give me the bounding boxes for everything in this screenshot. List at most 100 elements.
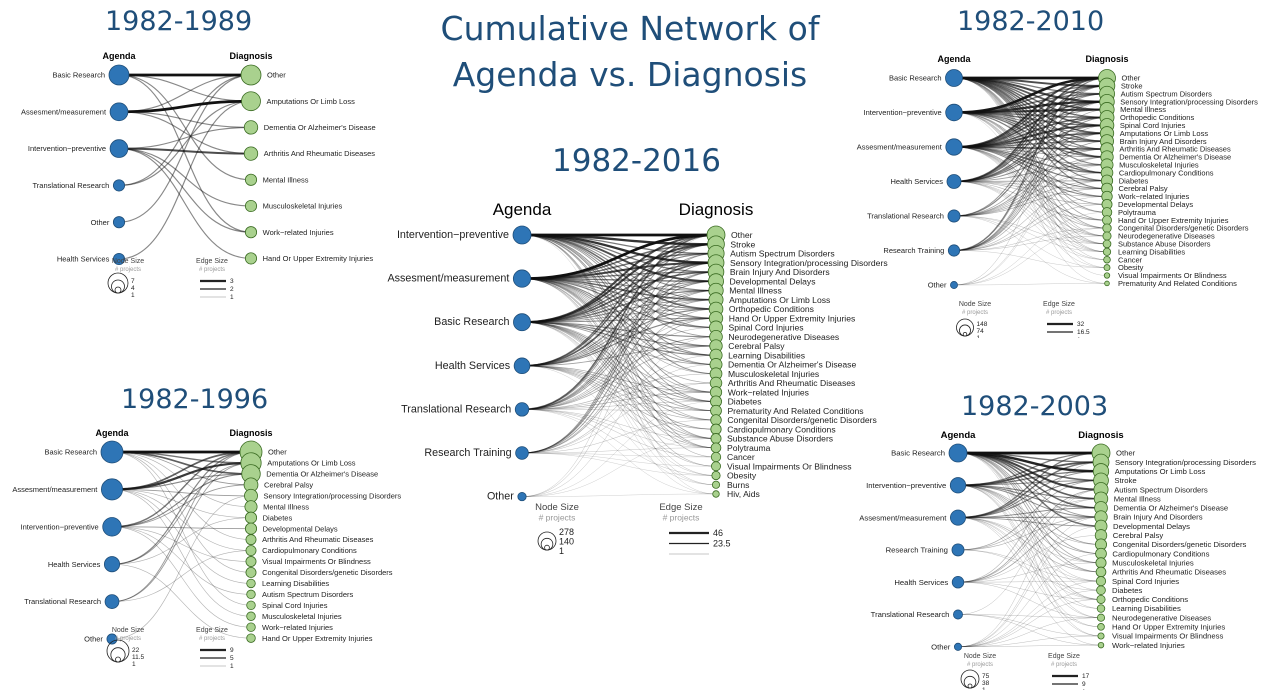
- agenda-node-research-training[interactable]: [951, 543, 965, 557]
- diagnosis-node-obesity[interactable]: [711, 470, 721, 481]
- diagnosis-node-polytrauma[interactable]: [710, 442, 722, 454]
- diagnosis-node-amputations-or-limb-loss[interactable]: [241, 91, 261, 112]
- diagnosis-node-musculoskeletal-injuries[interactable]: [244, 199, 258, 213]
- node-legend-value: 1: [559, 546, 564, 556]
- agenda-node-assesment-measurement[interactable]: [945, 138, 963, 156]
- edge: [953, 109, 1108, 251]
- diagnosis-node-neurodegenerative-diseases[interactable]: [1096, 613, 1106, 622]
- diagnosis-node-congenital-disorders-genetic-disorders[interactable]: [245, 566, 257, 578]
- agenda-node-basic-research[interactable]: [945, 69, 963, 87]
- diagnosis-node-orthopedic-conditions[interactable]: [1096, 594, 1106, 604]
- diagnosis-node-congenital-disorders-genetic-disorders[interactable]: [1102, 223, 1112, 233]
- agenda-node-basic-research[interactable]: [108, 64, 130, 86]
- diagnosis-node-visual-impairments-or-blindness[interactable]: [1097, 632, 1105, 640]
- diagnosis-node-visual-impairments-or-blindness[interactable]: [245, 556, 257, 567]
- diagnosis-node-mental-illness[interactable]: [244, 500, 258, 514]
- agenda-node-other[interactable]: [517, 492, 527, 502]
- diagnosis-node-spinal-cord-injuries[interactable]: [246, 600, 256, 611]
- agenda-node-health-services[interactable]: [946, 174, 962, 189]
- diagnosis-node-other[interactable]: [240, 64, 262, 86]
- agenda-node-translational-research[interactable]: [112, 179, 126, 192]
- diagnosis-node-cardiopulmonary-conditions[interactable]: [245, 545, 257, 557]
- diagnosis-node-hand-or-upper-extremity-injuries[interactable]: [244, 252, 258, 265]
- agenda-node-health-services[interactable]: [103, 556, 121, 573]
- edge: [521, 365, 717, 412]
- diagnosis-node-cardiopulmonary-conditions[interactable]: [710, 423, 722, 435]
- edge: [957, 507, 1102, 519]
- diagnosis-node-learning-disabilities[interactable]: [246, 578, 256, 589]
- agenda-node-intervention-preventive[interactable]: [949, 477, 967, 494]
- diagnosis-node-visual-impairments-or-blindness[interactable]: [711, 461, 721, 472]
- edge: [953, 132, 1108, 251]
- diagnosis-node-musculoskeletal-injuries[interactable]: [246, 611, 256, 621]
- diagnosis-node-arthritis-and-rheumatic-diseases[interactable]: [1095, 566, 1107, 578]
- diagnosis-node-hand-or-upper-extremity-injuries[interactable]: [1102, 215, 1112, 226]
- agenda-node-basic-research[interactable]: [948, 443, 968, 463]
- diagnosis-node-hiv-aids[interactable]: [712, 490, 720, 498]
- diagnosis-label: Hand Or Upper Extremity Injuries: [729, 313, 856, 323]
- agenda-node-assesment-measurement[interactable]: [109, 102, 129, 122]
- diagnosis-node-prematurity-and-related-conditions[interactable]: [1104, 280, 1110, 287]
- agenda-node-translational-research[interactable]: [953, 609, 963, 620]
- agenda-node-health-services[interactable]: [112, 252, 126, 266]
- agenda-node-research-training[interactable]: [947, 244, 961, 257]
- agenda-node-health-services[interactable]: [513, 357, 531, 375]
- agenda-node-assesment-measurement[interactable]: [101, 478, 124, 501]
- edge-legend-title: Edge Size: [659, 502, 702, 513]
- diagnosis-node-obesity[interactable]: [1103, 264, 1111, 272]
- diagnosis-node-substance-abuse-disorders[interactable]: [1102, 239, 1112, 249]
- agenda-node-assesment-measurement[interactable]: [512, 269, 532, 288]
- diagnosis-node-diabetes[interactable]: [244, 511, 258, 524]
- node-legend-title: Node Size: [959, 301, 991, 308]
- agenda-label: Assesment/measurement: [387, 273, 509, 285]
- diagnosis-node-work-related-injuries[interactable]: [1097, 641, 1105, 649]
- agenda-node-intervention-preventive[interactable]: [945, 103, 963, 122]
- agenda-node-assesment-measurement[interactable]: [950, 509, 967, 526]
- diagnosis-node-arthritis-and-rheumatic-diseases[interactable]: [245, 534, 257, 546]
- diagnosis-node-hand-or-upper-extremity-injuries[interactable]: [246, 633, 256, 643]
- panel-title-1982-2016: 1982-2016: [552, 143, 721, 179]
- agenda-node-translational-research[interactable]: [514, 402, 530, 417]
- agenda-node-intervention-preventive[interactable]: [102, 517, 122, 537]
- diagnosis-node-neurodegenerative-diseases[interactable]: [1102, 231, 1112, 241]
- diagnosis-node-cancer[interactable]: [1103, 255, 1111, 264]
- edge: [521, 365, 717, 439]
- agenda-node-basic-research[interactable]: [513, 313, 531, 332]
- diagnosis-node-diabetes[interactable]: [1096, 585, 1106, 596]
- diagnosis-node-learning-disabilities[interactable]: [1102, 247, 1112, 256]
- agenda-node-health-services[interactable]: [951, 576, 965, 589]
- diagnosis-node-cancer[interactable]: [710, 451, 722, 463]
- diagnosis-node-musculoskeletal-injuries[interactable]: [1095, 557, 1107, 569]
- edges: [521, 233, 717, 497]
- diagnosis-node-burns[interactable]: [711, 480, 721, 489]
- agenda-node-intervention-preventive[interactable]: [109, 139, 129, 158]
- diagnosis-node-mental-illness[interactable]: [244, 173, 258, 186]
- diagnosis-node-developmental-delays[interactable]: [244, 522, 258, 535]
- agenda-node-other[interactable]: [112, 216, 126, 229]
- diagnosis-node-spinal-cord-injuries[interactable]: [1095, 576, 1107, 587]
- diagnosis-node-autism-spectrum-disorders[interactable]: [246, 589, 256, 600]
- agenda-node-translational-research[interactable]: [104, 594, 120, 609]
- agenda-node-translational-research[interactable]: [947, 209, 961, 223]
- diagnosis-label: Cancer: [1118, 255, 1143, 264]
- agenda-node-research-training[interactable]: [515, 446, 529, 460]
- diagnosis-node-dementia-or-alzheimer-s-disease[interactable]: [243, 120, 259, 135]
- diagnosis-node-hand-or-upper-extremity-injuries[interactable]: [1097, 623, 1105, 631]
- diagnosis-node-arthritis-and-rheumatic-diseases[interactable]: [243, 146, 259, 161]
- agenda-node-basic-research[interactable]: [100, 440, 124, 464]
- agenda-node-intervention-preventive[interactable]: [512, 225, 532, 245]
- edges: [118, 73, 252, 260]
- edge-legend-value: 1: [230, 663, 234, 670]
- diagnosis-node-work-related-injuries[interactable]: [244, 226, 258, 239]
- agenda-node-other[interactable]: [950, 281, 958, 289]
- agenda-node-other[interactable]: [106, 633, 118, 645]
- diagnosis-node-work-related-injuries[interactable]: [246, 622, 256, 632]
- diagnosis-node-visual-impairments-or-blindness[interactable]: [1103, 272, 1111, 279]
- edge: [957, 517, 1102, 628]
- diagnosis-label: Visual Impairments Or Blindness: [262, 557, 371, 566]
- agenda-label: Health Services: [435, 360, 510, 372]
- diagnosis-node-substance-abuse-disorders[interactable]: [710, 433, 722, 444]
- edge: [111, 473, 252, 490]
- diagnosis-node-learning-disabilities[interactable]: [1096, 604, 1106, 613]
- agenda-node-other[interactable]: [953, 642, 963, 651]
